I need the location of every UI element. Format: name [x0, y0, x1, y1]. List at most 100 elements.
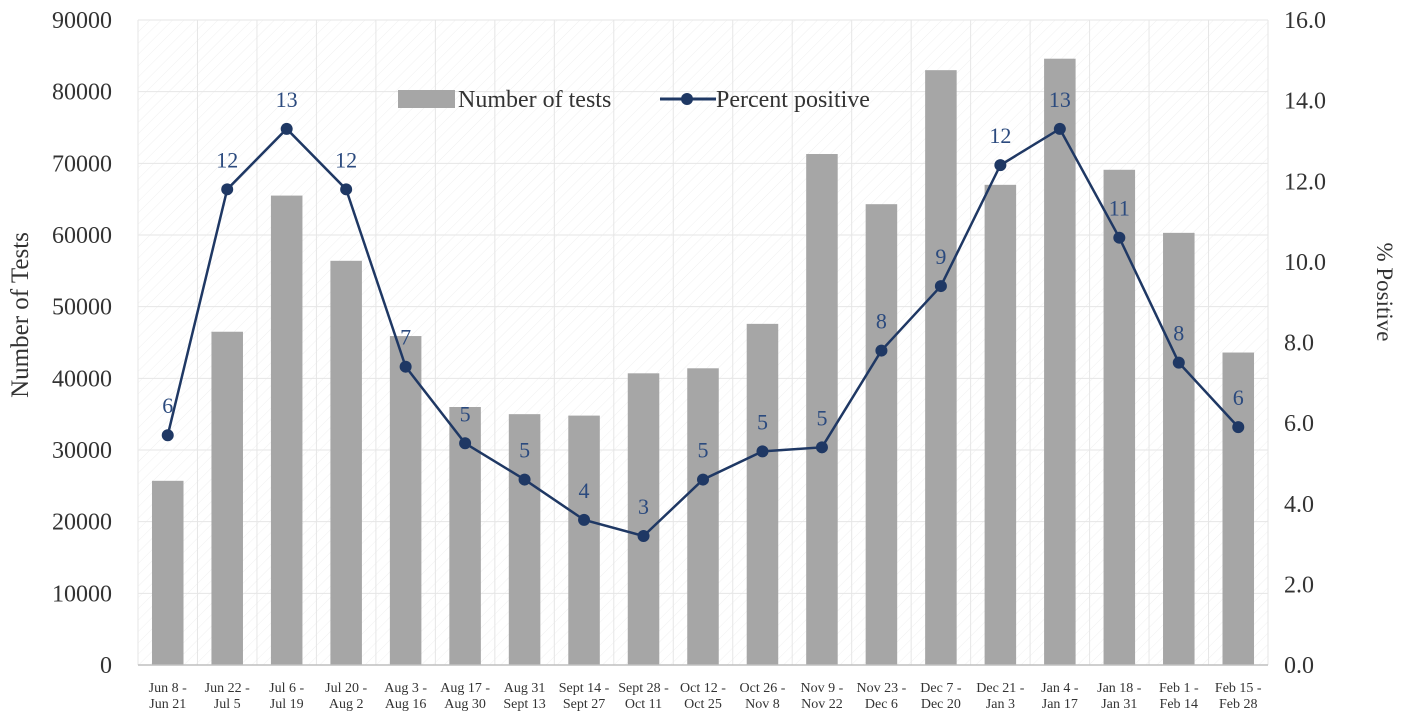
data-labels: 6 12 13 12 7 5 5 4 3 5 5 5 8 9 12 13 11 8 6 — [162, 87, 1244, 519]
bar — [1163, 232, 1195, 665]
line-point — [161, 429, 174, 442]
x-tick-label: Oct 12 -Oct 25 — [680, 681, 726, 712]
line-point — [637, 530, 650, 542]
data-label: 4 — [579, 478, 590, 503]
line-series — [161, 122, 1245, 542]
x-tick-label: Nov 9 -Nov 22 — [801, 681, 844, 712]
line-point — [221, 183, 234, 196]
line-point — [697, 473, 709, 486]
data-label: 11 — [1109, 196, 1130, 221]
left-axis-ticks: 0 10000 20000 30000 40000 50000 60000 70000 8000… — [52, 8, 112, 679]
bar — [687, 368, 719, 665]
legend-label-percent-positive: Percent positive — [716, 87, 870, 113]
right-axis-ticks: 0.0 2.0 4.0 6.0 8.0 10.0 12.0 14.0 16.0 — [1284, 8, 1326, 679]
line-point — [994, 159, 1007, 172]
line-point — [518, 473, 531, 486]
data-label: 12 — [335, 147, 357, 172]
y-tick-label: 10000 — [52, 581, 112, 607]
data-label: 7 — [400, 325, 411, 350]
bar — [806, 154, 838, 665]
line-point — [756, 445, 769, 458]
gridlines — [137, 19, 1269, 666]
x-tick-label: Jun 22 -Jul 5 — [205, 681, 250, 712]
legend-label-tests: Number of tests — [458, 87, 611, 113]
bar — [1044, 58, 1076, 665]
legend: Number of tests Percent positive — [398, 87, 870, 113]
bar — [270, 195, 303, 666]
bar — [627, 373, 660, 665]
data-label: 12 — [216, 147, 238, 172]
bar — [865, 204, 898, 665]
y-tick-label: 30000 — [52, 438, 112, 464]
data-label: 12 — [989, 123, 1011, 148]
x-tick-label: Dec 7 -Dec 20 — [920, 681, 962, 712]
x-tick-label: Feb 15 -Feb 28 — [1215, 681, 1262, 712]
x-tick-label: Jul 6 -Jul 19 — [269, 681, 304, 712]
x-tick-label: Jun 8 -Jun 21 — [149, 681, 187, 712]
y2-tick-label: 14.0 — [1284, 89, 1326, 115]
data-label: 13 — [276, 87, 298, 112]
y2-tick-label: 10.0 — [1284, 250, 1326, 276]
bar — [211, 331, 243, 665]
line-point — [280, 122, 293, 135]
x-tick-label: Feb 1 -Feb 14 — [1159, 681, 1199, 712]
y-tick-label: 80000 — [52, 80, 112, 106]
line-point — [934, 280, 947, 293]
bar — [151, 480, 184, 665]
data-label: 5 — [460, 401, 471, 426]
x-tick-label: Aug 3 -Aug 16 — [384, 681, 427, 712]
bar — [568, 415, 600, 665]
x-tick-label: Aug 31 Sept 13 — [503, 681, 545, 712]
data-label: 8 — [1173, 321, 1184, 346]
data-label: 6 — [1233, 385, 1244, 410]
data-label: 13 — [1049, 87, 1071, 112]
line-point — [1113, 231, 1126, 244]
line-point — [875, 344, 888, 357]
bar — [508, 414, 541, 665]
y-tick-label: 60000 — [52, 223, 112, 249]
data-label: 8 — [876, 309, 887, 334]
data-label: 9 — [935, 244, 946, 269]
x-tick-label: Oct 26 -Nov 8 — [740, 681, 786, 712]
y-axis-title: Number of Tests — [7, 232, 34, 398]
x-tick-label: Jul 20 -Aug 2 — [325, 681, 367, 712]
y2-axis-title: % Positive — [1372, 242, 1397, 341]
bar — [1222, 352, 1255, 665]
y-tick-label: 70000 — [52, 151, 112, 177]
bar — [984, 184, 1017, 666]
x-tick-label: Jan 18 -Jan 31 — [1097, 681, 1142, 712]
y2-tick-label: 2.0 — [1284, 572, 1314, 598]
data-label: 5 — [757, 409, 768, 434]
line-point — [1053, 122, 1066, 135]
data-label: 5 — [698, 438, 709, 463]
line-point — [459, 437, 472, 450]
line-point — [1172, 356, 1185, 369]
line-point — [1232, 421, 1245, 434]
data-label: 3 — [638, 494, 649, 519]
y-tick-label: 0 — [100, 653, 112, 679]
y-tick-label: 50000 — [52, 295, 112, 321]
bar — [1103, 169, 1136, 666]
x-tick-label: Jan 4 -Jan 17 — [1041, 681, 1079, 712]
data-label: 6 — [162, 393, 173, 418]
bar — [746, 323, 779, 665]
x-axis-ticks: Jun 8 -Jun 21 Jun 22 -Jul 5 Jul 6 -Jul 19 J… — [149, 681, 1262, 712]
y-tick-label: 90000 — [52, 8, 112, 34]
y2-tick-label: 8.0 — [1284, 331, 1314, 357]
line-point — [815, 441, 828, 454]
legend-swatch-tests — [398, 90, 455, 108]
x-tick-label: Sept 14 -Sept 27 — [559, 681, 610, 712]
bar — [925, 70, 957, 665]
data-label: 5 — [519, 438, 530, 463]
y-tick-label: 40000 — [52, 366, 112, 392]
y-tick-label: 20000 — [52, 510, 112, 536]
bar — [389, 336, 422, 665]
legend-marker-percent-positive — [681, 93, 693, 105]
x-tick-label: Aug 17 -Aug 30 — [440, 681, 490, 712]
x-tick-label: Dec 21 -Jan 3 — [976, 681, 1025, 712]
bar — [330, 260, 362, 665]
y2-tick-label: 4.0 — [1284, 492, 1314, 518]
y2-tick-label: 0.0 — [1284, 653, 1314, 679]
y2-tick-label: 6.0 — [1284, 411, 1314, 437]
